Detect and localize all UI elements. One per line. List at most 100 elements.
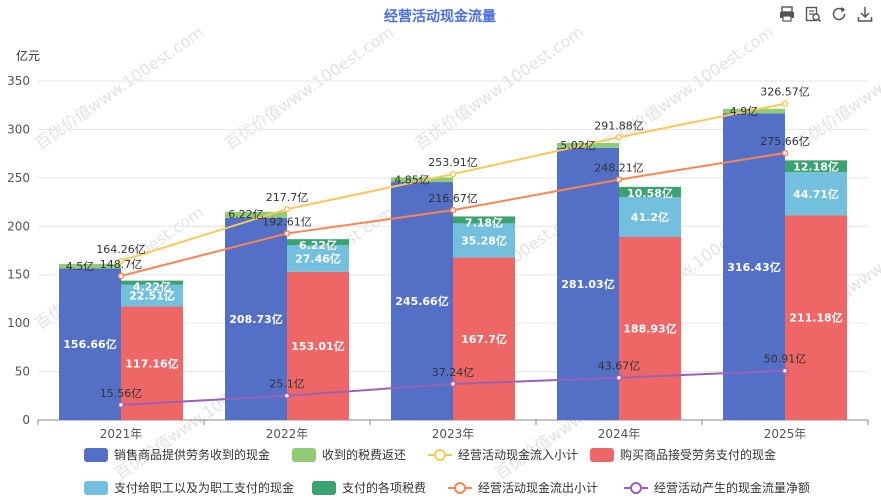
bar-segment[interactable] <box>557 147 619 420</box>
line-data-label: 50.91亿 <box>764 353 807 366</box>
bar-segment[interactable] <box>453 216 515 224</box>
bar-data-label: 281.03亿 <box>561 277 614 291</box>
bar-segment[interactable] <box>619 237 681 420</box>
download-icon[interactable] <box>857 6 873 22</box>
line-point[interactable] <box>117 257 125 265</box>
line-point[interactable] <box>781 367 789 374</box>
data-view-icon[interactable] <box>805 6 822 23</box>
legend-item[interactable]: 经营活动产生的现金流量净额 <box>624 480 810 495</box>
line-point[interactable] <box>449 206 457 214</box>
bar-segment[interactable] <box>785 215 847 420</box>
bar-segment[interactable] <box>723 108 785 114</box>
legend-item[interactable]: 购买商品接受劳务支付的现金 <box>590 447 776 462</box>
y-tick-label: 150 <box>7 268 30 282</box>
bar-segment[interactable] <box>453 223 515 258</box>
bar-segment[interactable] <box>785 160 847 173</box>
bar-data-label: 27.46亿 <box>295 252 341 266</box>
bar-data-label: 245.66亿 <box>395 294 448 308</box>
bar-segment[interactable] <box>59 263 121 269</box>
line-data-label: 148.7亿 <box>100 258 143 271</box>
print-icon[interactable] <box>779 6 795 22</box>
line-point[interactable] <box>449 170 457 178</box>
bar-data-label: 22.51亿 <box>129 289 175 303</box>
line-data-label: 192.61亿 <box>262 215 312 228</box>
line-data-label: 253.91亿 <box>428 156 478 169</box>
legend-item[interactable]: 支付的各项税费 <box>312 480 426 495</box>
legend-label: 经营活动现金流入小计 <box>458 447 578 462</box>
line-point[interactable] <box>117 401 125 409</box>
x-tick-label: 2024年 <box>598 427 641 441</box>
bar-segment[interactable] <box>59 268 121 420</box>
y-axis-unit-label: 亿元 <box>16 48 40 63</box>
bar-data-label: 10.58亿 <box>627 186 673 200</box>
bar-data-label: 12.18亿 <box>793 159 839 173</box>
line-data-label: 43.67亿 <box>598 360 641 373</box>
bar-segment[interactable] <box>785 172 847 216</box>
bar-data-label: 188.93亿 <box>623 322 676 336</box>
bar-segment[interactable] <box>287 239 349 246</box>
legend-label: 经营活动现金流出小计 <box>478 480 598 495</box>
chart-title: 经营活动现金流量 <box>384 8 496 25</box>
bar-data-label: 4.85亿 <box>394 173 430 186</box>
bar-data-label: 211.18亿 <box>789 311 842 325</box>
line-point[interactable] <box>781 149 789 157</box>
bar-data-label: 117.16亿 <box>125 356 178 370</box>
line-point[interactable] <box>449 380 457 388</box>
legend-item[interactable]: 经营活动现金流入小计 <box>428 447 578 462</box>
legend-swatch <box>590 448 614 462</box>
legend-item[interactable]: 经营活动现金流出小计 <box>448 480 598 495</box>
refresh-icon[interactable] <box>831 6 847 22</box>
line-point[interactable] <box>117 272 125 280</box>
line-data-label: 216.67亿 <box>428 192 478 205</box>
legend-item[interactable]: 收到的税费返还 <box>292 447 406 462</box>
bar-data-label: 4.9亿 <box>730 105 759 118</box>
bar-data-label: 167.7亿 <box>461 332 507 346</box>
legend-swatch <box>84 481 108 495</box>
bar-segment[interactable] <box>225 211 287 218</box>
bar-segment[interactable] <box>287 245 349 272</box>
line-point[interactable] <box>615 374 623 381</box>
bar-data-label: 156.66亿 <box>63 337 116 351</box>
bar-segment[interactable] <box>121 280 183 285</box>
legend-marker <box>454 482 466 494</box>
bar-segment[interactable] <box>391 182 453 420</box>
line-data-label: 248.21亿 <box>594 162 644 175</box>
x-tick-label: 2023年 <box>432 427 475 441</box>
bar-segment[interactable] <box>619 186 681 198</box>
bar-segment[interactable] <box>225 217 287 420</box>
bar-segment[interactable] <box>121 284 183 307</box>
legend-marker <box>434 449 446 461</box>
bar-segment[interactable] <box>723 113 785 420</box>
bar-data-label: 4.5亿 <box>66 260 95 273</box>
y-tick-label: 200 <box>7 219 30 233</box>
line-data-label: 164.26亿 <box>96 243 146 256</box>
line-data-label: 217.7亿 <box>266 191 309 204</box>
legend-label: 购买商品接受劳务支付的现金 <box>620 447 776 462</box>
line-point[interactable] <box>283 392 291 399</box>
watermark-text: 百优价值www.100est.com <box>31 22 207 153</box>
line-data-label: 37.24亿 <box>432 366 475 379</box>
legend-label: 经营活动产生的现金流量净额 <box>654 480 810 495</box>
bar-data-label: 316.43亿 <box>727 260 780 274</box>
line-point[interactable] <box>283 205 291 213</box>
bar-segment[interactable] <box>453 257 515 420</box>
toolbar <box>779 6 873 23</box>
bar-data-label: 4.22亿 <box>133 280 171 294</box>
line-point[interactable] <box>615 176 623 183</box>
line-point[interactable] <box>615 134 623 141</box>
legend-item[interactable]: 销售商品提供劳务收到的现金 <box>84 447 270 462</box>
bar-segment[interactable] <box>619 197 681 238</box>
line-point[interactable] <box>283 230 291 237</box>
legend-item[interactable]: 支付给职工以及为职工支付的现金 <box>84 480 294 495</box>
line-data-label: 326.57亿 <box>760 86 810 99</box>
legend-swatch <box>312 481 336 495</box>
line-data-label: 291.88亿 <box>594 119 644 132</box>
line-point[interactable] <box>781 100 789 107</box>
legend-marker <box>630 482 642 494</box>
bar-segment[interactable] <box>557 142 619 148</box>
bar-data-label: 7.18亿 <box>465 215 503 229</box>
y-tick-label: 250 <box>7 171 30 185</box>
line-data-label: 25.1亿 <box>269 378 305 391</box>
legend-swatch <box>84 448 108 462</box>
legend-label: 收到的税费返还 <box>322 447 406 462</box>
